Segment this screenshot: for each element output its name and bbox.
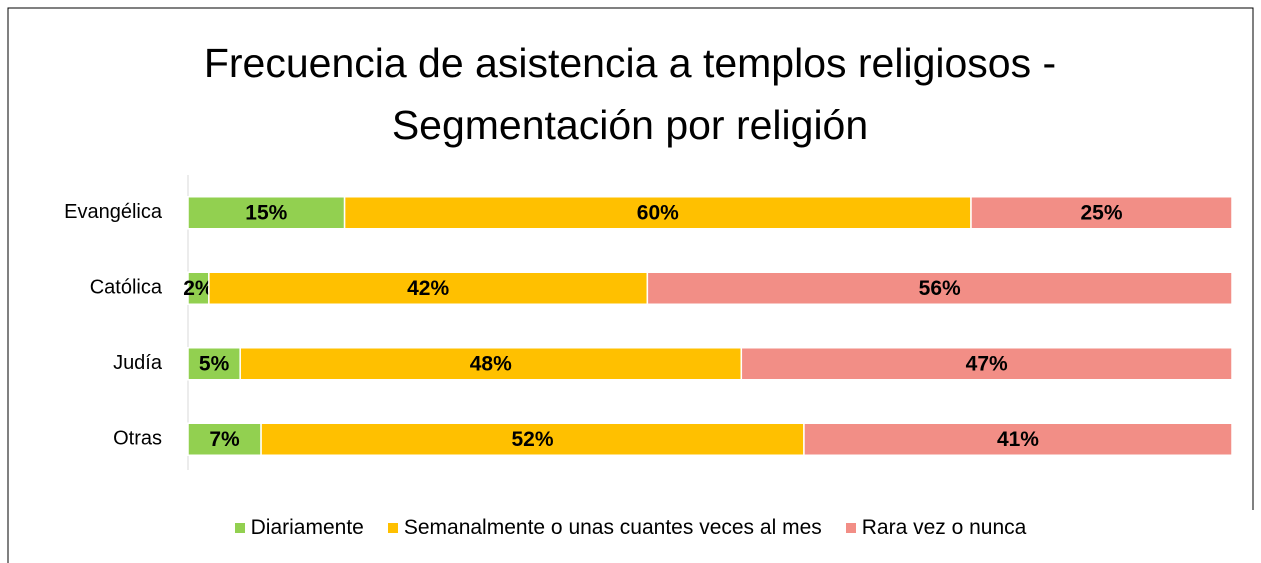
- legend-swatch: [387, 523, 398, 533]
- bar-segment: [187, 347, 241, 381]
- data-label: 2%: [183, 277, 214, 300]
- data-label: 42%: [407, 277, 449, 300]
- data-label: 25%: [1080, 201, 1122, 224]
- bar-segment: [343, 196, 972, 230]
- y-tick-label: Evangélica: [64, 201, 163, 223]
- data-label: 60%: [637, 201, 679, 224]
- bar-segment: [260, 422, 805, 456]
- data-label: 56%: [919, 277, 961, 300]
- chart-title: Frecuencia de asistencia a templos relig…: [203, 40, 1057, 148]
- border: [7, 7, 1254, 563]
- data-label: 48%: [470, 352, 512, 375]
- bar-segment: [803, 422, 1233, 456]
- legend-label: Rara vez o nunca: [861, 516, 1027, 539]
- bar-segment: [208, 271, 649, 305]
- bar-segment: [970, 196, 1233, 230]
- bar-segment: [239, 347, 743, 381]
- legend-item: Semanalmente o unas cuantes veces al mes: [387, 516, 822, 540]
- data-label: 52%: [512, 428, 554, 451]
- legend-item: Rara vez o nunca: [845, 516, 1027, 540]
- bar-segment: [646, 271, 1233, 305]
- data-label: 15%: [245, 201, 287, 224]
- legend-label: Semanalmente o unas cuantes veces al mes: [403, 516, 822, 539]
- bar-segment: [740, 347, 1233, 381]
- data-label: 47%: [966, 352, 1008, 375]
- legend: Diariamente Semanalmente o unas cuantes v…: [0, 516, 1261, 540]
- legend-label: Diariamente: [250, 516, 364, 539]
- y-tick-label: Católica: [90, 277, 163, 299]
- data-label: 41%: [997, 428, 1039, 451]
- legend-swatch: [234, 523, 245, 533]
- legend-item: Diariamente: [234, 516, 364, 540]
- y-tick-label: Otras: [113, 428, 162, 450]
- y-tick-label: Judía: [113, 352, 163, 374]
- data-label: 5%: [199, 352, 230, 375]
- bar-segment: [187, 196, 346, 230]
- legend-swatch: [845, 523, 856, 533]
- data-label: 7%: [209, 428, 240, 451]
